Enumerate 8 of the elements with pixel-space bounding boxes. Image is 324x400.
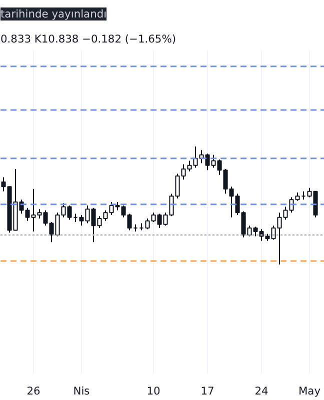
x-tick-label: Nis [73, 384, 90, 398]
chart-title: tarihinde yayınlandı [0, 8, 107, 20]
x-tick-label: May [298, 384, 321, 398]
x-tick-label: 26 [26, 384, 40, 398]
x-tick-label: 24 [254, 384, 268, 398]
x-tick-label: 17 [200, 384, 214, 398]
x-tick-label: 10 [146, 384, 160, 398]
text: 0.833 K10.838 −0.182 (−1.65%) [0, 32, 176, 46]
